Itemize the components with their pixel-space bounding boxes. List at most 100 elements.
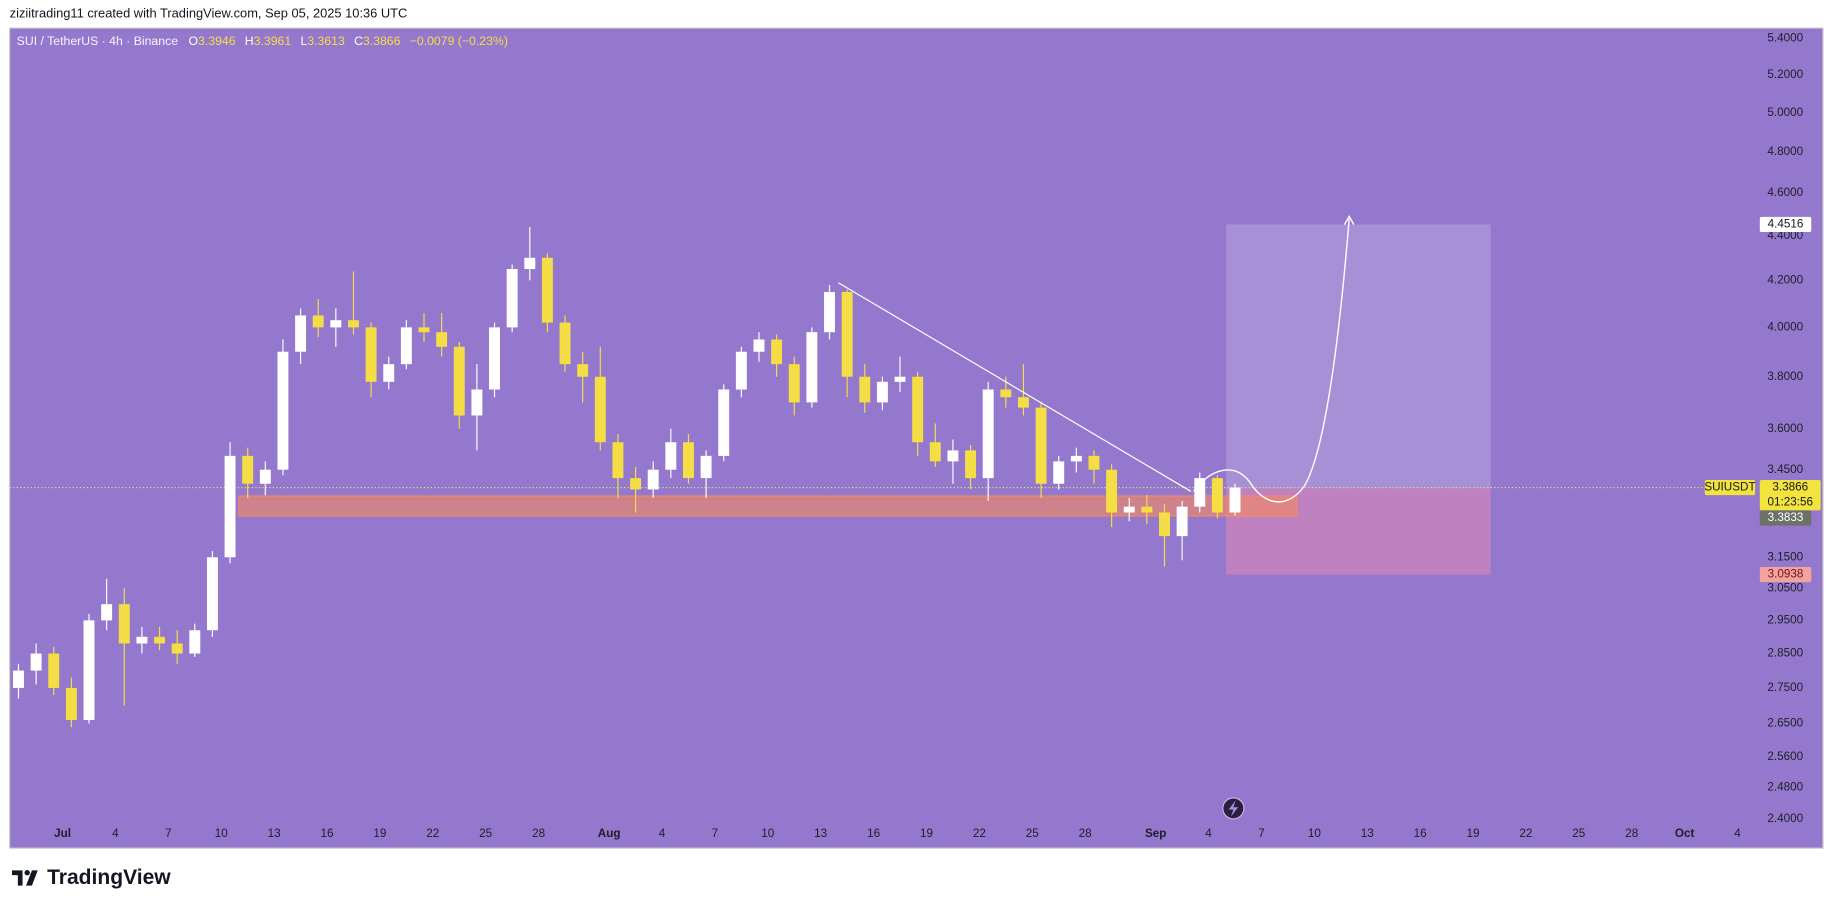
candle-body — [1035, 407, 1047, 484]
x-tick-label: 19 — [1467, 827, 1480, 840]
x-tick-label: 19 — [373, 827, 386, 840]
x-tick-label: 13 — [814, 827, 827, 840]
y-tick-label: 2.8500 — [1767, 647, 1803, 660]
candle-body — [48, 653, 60, 688]
x-tick-label: 28 — [1625, 827, 1638, 840]
candle-body — [753, 339, 765, 352]
x-tick-label: Sep — [1145, 827, 1166, 840]
candle-body — [506, 269, 518, 328]
candle-body — [224, 455, 236, 558]
legend-change: −0.0079 (−0.23%) — [410, 34, 508, 48]
candle-body — [1106, 469, 1118, 513]
x-tick-label: 22 — [426, 827, 439, 840]
symbol-tag: SUIUSDT — [1704, 481, 1755, 494]
x-tick-label: 4 — [1734, 827, 1741, 840]
x-tick-label: 10 — [761, 827, 775, 840]
candle-body — [929, 442, 941, 462]
y-tick-label: 3.0500 — [1767, 581, 1803, 594]
x-tick-label: 7 — [165, 827, 172, 840]
x-tick-label: 25 — [1572, 827, 1586, 840]
symbol-tag-box — [1704, 479, 1756, 496]
x-tick-label: Aug — [598, 827, 621, 840]
x-tick-label: 4 — [1205, 827, 1212, 840]
x-tick-label: 7 — [1258, 827, 1265, 840]
countdown-tag: 01:23:56 — [1767, 495, 1813, 508]
candle-body — [824, 291, 835, 333]
candle-body — [118, 604, 130, 644]
candle-body — [965, 450, 977, 479]
x-tick-label: Oct — [1675, 827, 1695, 840]
entry-price-tag-box — [1759, 510, 1812, 526]
x-tick-label: 16 — [867, 827, 880, 840]
candle-body — [365, 327, 377, 382]
brand-logo[interactable]: TradingView — [12, 866, 171, 889]
candle-body — [665, 442, 677, 470]
y-tick-label: 4.0000 — [1767, 320, 1803, 333]
candle-body — [947, 450, 959, 462]
candle-body — [242, 455, 254, 484]
y-tick-label: 5.0000 — [1767, 106, 1803, 119]
target-price-tag: 4.4516 — [1768, 218, 1804, 231]
x-tick-label: 28 — [1079, 827, 1092, 840]
x-tick-label: 25 — [479, 827, 493, 840]
candle-body — [348, 320, 359, 328]
entry-price-tag: 3.3833 — [1768, 511, 1804, 524]
legend-key: H — [245, 34, 254, 48]
legend-key: L — [300, 34, 307, 48]
y-tick-label: 4.6000 — [1767, 186, 1803, 199]
projection-arrow — [1343, 215, 1355, 225]
candle-body — [101, 604, 113, 621]
candle-body — [383, 364, 395, 382]
candle-body — [400, 327, 412, 365]
candle-body — [436, 332, 448, 347]
candle-body — [594, 376, 606, 443]
stop-price-tag-box — [1759, 566, 1812, 583]
candle-body — [982, 389, 994, 479]
candle-body — [1053, 461, 1065, 484]
candle-body — [541, 257, 553, 323]
candle-body — [894, 376, 906, 382]
candle-body — [65, 687, 77, 720]
candle-body — [453, 346, 465, 416]
candle-body — [771, 339, 783, 365]
alert-icon[interactable] — [1222, 797, 1245, 820]
candle-body — [559, 322, 571, 365]
candle-body — [83, 620, 95, 720]
candle-body — [136, 636, 148, 644]
candle-body — [788, 364, 800, 403]
candle-body — [154, 636, 165, 644]
x-tick-label: 22 — [1519, 827, 1532, 840]
candle-body — [612, 442, 624, 479]
candle-body — [577, 364, 589, 377]
last-price-box — [1759, 479, 1821, 511]
x-tick-label: 10 — [1308, 827, 1321, 840]
candle-body — [1141, 506, 1153, 513]
candle-body — [1017, 397, 1029, 408]
position-target — [1226, 224, 1491, 489]
y-tick-label: 3.1500 — [1767, 550, 1803, 563]
x-tick-label: 7 — [712, 827, 719, 840]
x-tick-label: 28 — [532, 827, 545, 840]
candle-body — [189, 630, 201, 654]
y-tick-label: 5.4000 — [1767, 32, 1803, 45]
y-tick-label: 4.8000 — [1767, 145, 1803, 158]
header: ziziitrading11 created with TradingView.… — [10, 5, 408, 20]
candle-body — [876, 381, 888, 403]
candle-body — [1229, 487, 1241, 513]
plot-area — [9, 224, 1756, 728]
candle-body — [30, 653, 42, 671]
candle-body — [171, 643, 183, 654]
candle-body — [1088, 455, 1100, 470]
y-tick-label: 2.4800 — [1767, 780, 1803, 793]
candle-body — [682, 442, 694, 479]
legend-value: 3.3866 — [363, 34, 401, 48]
candle-body — [1211, 478, 1223, 513]
legend-title: SUI / TetherUS · 4h · Binance — [17, 34, 179, 48]
candle-body — [295, 315, 307, 352]
legend-value: 3.3946 — [198, 34, 236, 48]
candle-body — [330, 320, 342, 328]
y-tick-label: 2.7500 — [1767, 681, 1803, 694]
x-tick-label: 16 — [1414, 827, 1427, 840]
x-tick-label: Jul — [54, 827, 71, 840]
